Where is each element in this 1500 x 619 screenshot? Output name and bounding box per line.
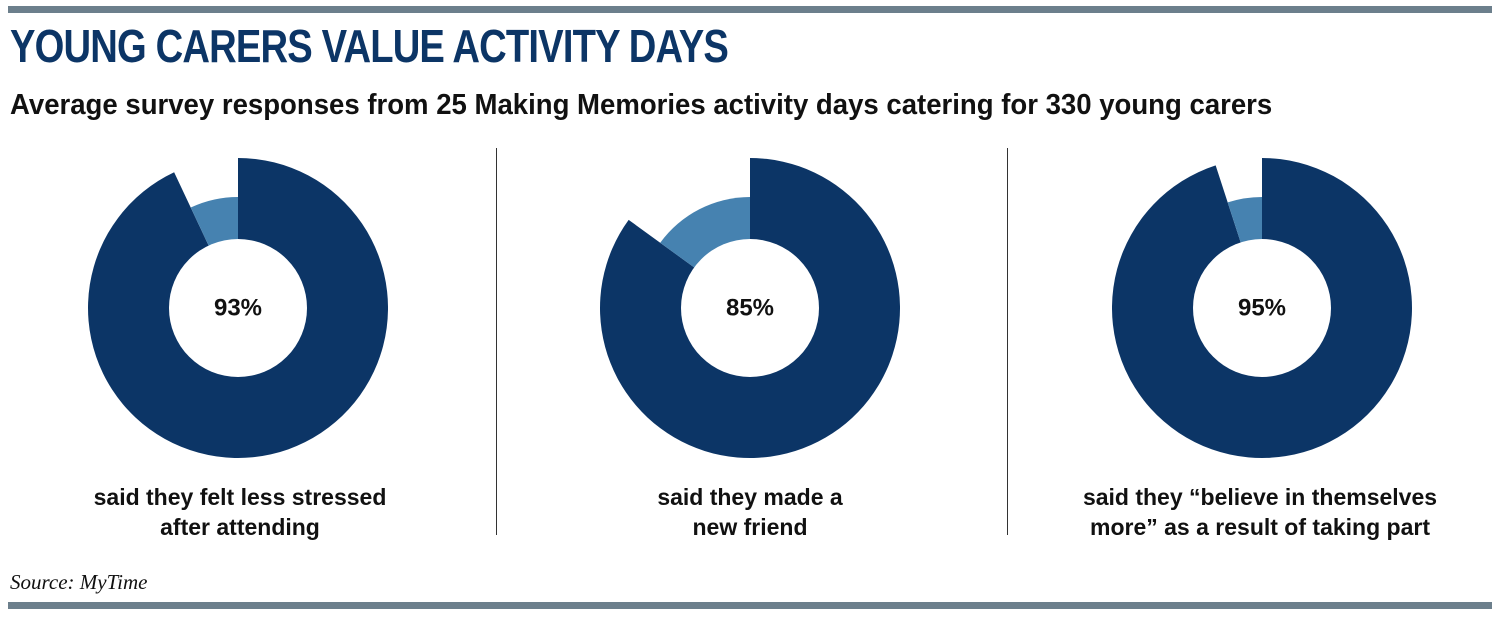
caption-line: said they felt less stressed: [93, 484, 387, 510]
chart-subtitle: Average survey responses from 25 Making …: [10, 89, 1273, 121]
donut-chart-3: 95%: [1112, 158, 1412, 458]
panel-divider: [1007, 148, 1008, 535]
percentage-label: 93%: [214, 294, 262, 321]
caption-line: said they “believe in themselves: [1082, 484, 1438, 510]
percentage-label: 85%: [726, 294, 774, 321]
donut-caption: said they felt less stressed after atten…: [0, 482, 480, 542]
donut-panel-1: 93% said they felt less stressed after a…: [0, 0, 480, 600]
donut-panel-3: 95% said they “believe in themselves mor…: [1020, 0, 1500, 600]
top-rule: [8, 6, 1492, 13]
caption-line: new friend: [692, 514, 808, 540]
donut-hole: [1193, 239, 1331, 377]
donut-panel-2: 85% said they made a new friend: [510, 0, 990, 600]
chart-title: YOUNG CARERS VALUE ACTIVITY DAYS: [10, 20, 729, 72]
percentage-label: 95%: [1238, 294, 1286, 321]
bottom-rule: [8, 602, 1492, 609]
donut-chart-2: 85%: [600, 158, 900, 458]
caption-line: more” as a result of taking part: [1090, 514, 1430, 540]
panel-divider: [496, 148, 497, 535]
donut-hole: [681, 239, 819, 377]
donut-hole: [169, 239, 307, 377]
caption-line: said they made a: [657, 484, 843, 510]
caption-line: after attending: [160, 514, 320, 540]
donut-caption: said they “believe in themselves more” a…: [1020, 482, 1500, 542]
donut-chart-1: 93%: [88, 158, 388, 458]
source-note: Source: MyTime: [10, 570, 148, 594]
donut-caption: said they made a new friend: [510, 482, 990, 542]
